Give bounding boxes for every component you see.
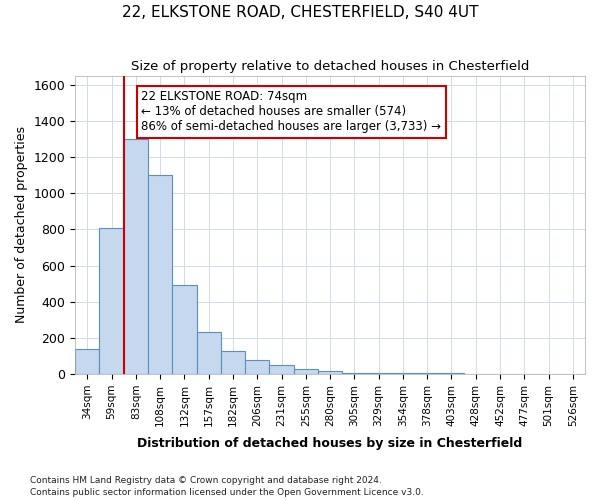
Text: Contains HM Land Registry data © Crown copyright and database right 2024.: Contains HM Land Registry data © Crown c… bbox=[30, 476, 382, 485]
Bar bbox=[75, 348, 100, 374]
Bar bbox=[221, 350, 245, 374]
Bar bbox=[318, 372, 342, 374]
Bar bbox=[367, 373, 391, 374]
X-axis label: Distribution of detached houses by size in Chesterfield: Distribution of detached houses by size … bbox=[137, 437, 523, 450]
Bar bbox=[342, 373, 367, 374]
Bar bbox=[172, 286, 197, 374]
Bar bbox=[124, 139, 148, 374]
Bar bbox=[245, 360, 269, 374]
Bar bbox=[293, 368, 318, 374]
Bar bbox=[148, 175, 172, 374]
Bar bbox=[269, 365, 293, 374]
Text: 22 ELKSTONE ROAD: 74sqm
← 13% of detached houses are smaller (574)
86% of semi-d: 22 ELKSTONE ROAD: 74sqm ← 13% of detache… bbox=[142, 90, 442, 134]
Bar bbox=[100, 228, 124, 374]
Text: 22, ELKSTONE ROAD, CHESTERFIELD, S40 4UT: 22, ELKSTONE ROAD, CHESTERFIELD, S40 4UT bbox=[122, 5, 478, 20]
Bar bbox=[391, 373, 415, 374]
Bar bbox=[197, 332, 221, 374]
Text: Contains public sector information licensed under the Open Government Licence v3: Contains public sector information licen… bbox=[30, 488, 424, 497]
Y-axis label: Number of detached properties: Number of detached properties bbox=[15, 126, 28, 324]
Title: Size of property relative to detached houses in Chesterfield: Size of property relative to detached ho… bbox=[131, 60, 529, 73]
